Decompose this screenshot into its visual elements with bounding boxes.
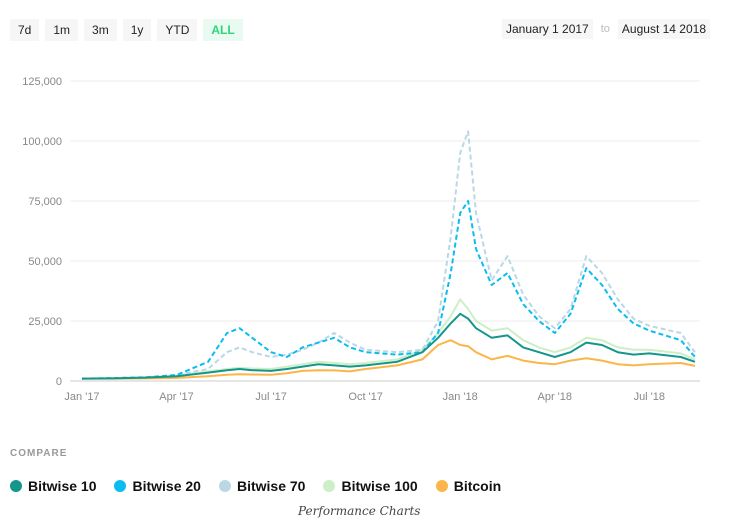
legend-dot-icon (218, 480, 231, 492)
series-line-bitwise-20 (81, 200, 696, 380)
y-tick-label: 25,000 (28, 316, 62, 328)
y-tick-label: 75,000 (28, 196, 62, 208)
range-7d[interactable]: 7d (10, 19, 40, 41)
legend-label: Bitwise 10 (28, 478, 97, 494)
legend-label: Bitwise 20 (132, 478, 201, 494)
range-ytd[interactable]: YTD (157, 19, 198, 41)
range-1y[interactable]: 1y (122, 19, 152, 41)
legend-dot-icon (114, 480, 127, 492)
performance-chart: 0 25,000 50,000 75,000 100,000 125,000 Jan '17… (22, 76, 700, 403)
legend-item-bitwise-20[interactable]: Bitwise 20 (114, 478, 201, 494)
x-tick-label: Jul '18 (634, 391, 665, 403)
series-line-bitwise-10 (81, 312, 696, 380)
y-tick-label: 125,000 (22, 76, 62, 88)
date-from[interactable]: January 1 2017 (502, 19, 593, 39)
legend-item-bitcoin[interactable]: Bitcoin (435, 478, 502, 494)
legend-label: Bitcoin (453, 478, 502, 494)
date-range: January 1 2017 to August 14 2018 (502, 19, 710, 39)
date-to[interactable]: August 14 2018 (617, 19, 710, 39)
x-tick-label: Jan '18 (443, 391, 478, 403)
legend-item-bitwise-10[interactable]: Bitwise 10 (10, 478, 96, 494)
date-separator: to (600, 23, 610, 35)
legend-dot-icon (323, 480, 336, 492)
range-selector: 7d 1m 3m 1y YTD ALL (10, 19, 243, 41)
legend-item-bitwise-70[interactable]: Bitwise 70 (218, 478, 306, 494)
legend-label: Bitwise 70 (236, 478, 306, 494)
x-tick-label: Apr '18 (537, 391, 572, 403)
range-all[interactable]: ALL (203, 19, 243, 41)
caption: Performance Charts (298, 504, 421, 518)
compare-label: COMPARE (10, 448, 68, 459)
legend-item-bitwise-100[interactable]: Bitwise 100 (323, 478, 418, 494)
y-tick-label: 100,000 (22, 136, 62, 148)
y-tick-label: 0 (56, 376, 62, 388)
legend-dot-icon (435, 480, 448, 492)
x-tick-label: Oct '17 (348, 391, 383, 403)
x-tick-label: Jan '17 (64, 391, 99, 403)
x-tick-label: Apr '17 (159, 391, 194, 403)
legend-dot-icon (10, 480, 22, 492)
series-line-bitcoin (82, 339, 696, 380)
y-tick-label: 50,000 (28, 256, 62, 268)
range-1m[interactable]: 1m (45, 19, 79, 41)
range-3m[interactable]: 3m (84, 19, 117, 41)
legend-label: Bitwise 100 (341, 478, 418, 494)
legend: Bitwise 10 Bitwise 20 Bitwise 70 Bitwise 10… (10, 478, 501, 494)
series-line-bitwise-70 (81, 130, 696, 380)
x-tick-label: Jul '17 (255, 391, 286, 403)
